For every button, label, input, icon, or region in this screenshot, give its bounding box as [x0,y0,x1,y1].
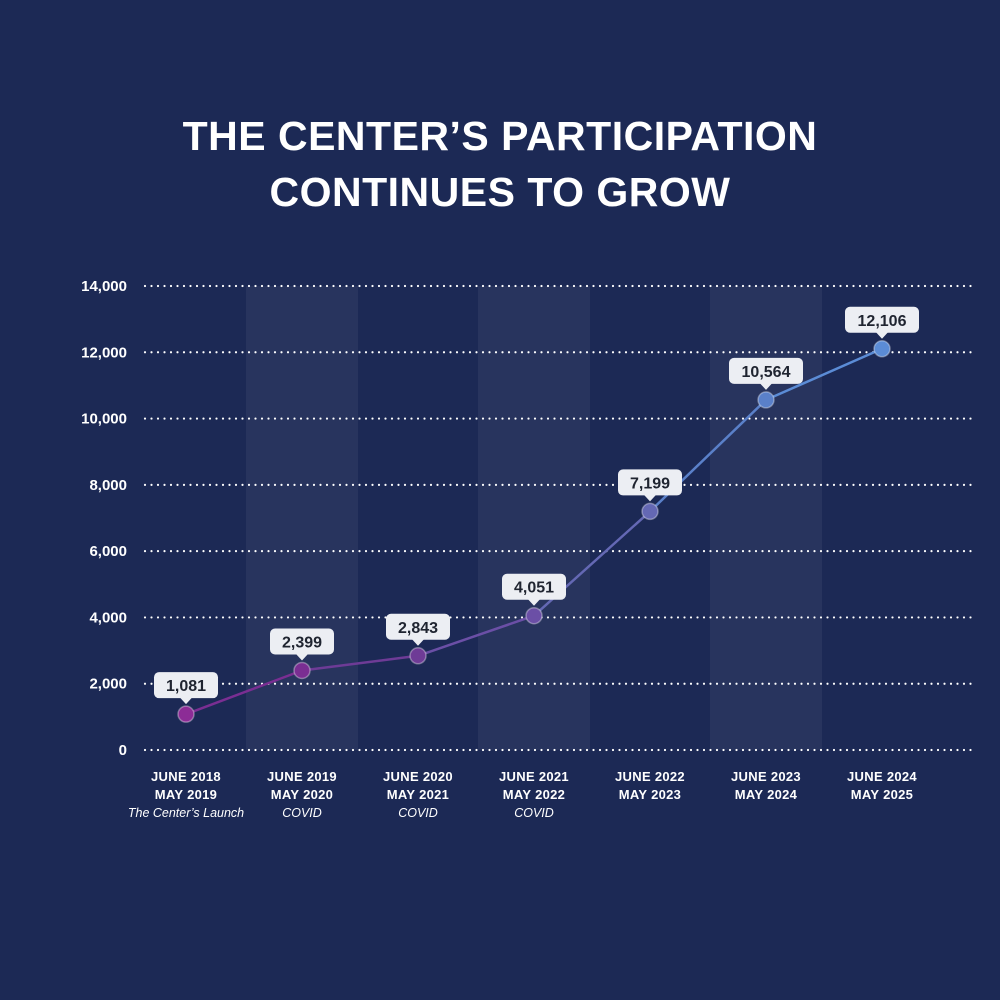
x-tick-label-start: JUNE 2021 [499,769,569,784]
data-label-box [618,469,682,496]
data-point [293,661,311,680]
shaded-column-band [710,286,822,750]
data-label-pointer [760,383,772,390]
data-label-box [154,672,218,699]
y-tick-label: 0 [119,742,127,759]
x-tick-note: COVID [398,806,438,820]
chart-title-line-1: THE CENTER’S PARTICIPATION [182,113,818,159]
x-tick-note: COVID [282,806,322,820]
x-tick-label-end: MAY 2022 [503,787,565,802]
data-point [757,391,775,409]
data-point [525,606,543,625]
data-label-pointer [180,697,192,705]
series-line-segment [416,614,536,658]
y-tick-label: 8,000 [89,477,127,494]
x-tick-note: COVID [514,806,554,820]
x-tick-label-end: MAY 2025 [851,787,913,802]
x-tick-label-start: JUNE 2022 [615,769,685,784]
data-label-pointer [876,332,888,339]
data-label-box [386,613,450,640]
x-tick-label-end: MAY 2020 [271,787,333,802]
series-line-segment [184,669,304,716]
x-tick-label-end: MAY 2021 [387,787,449,802]
x-tick-label-end: MAY 2024 [735,787,798,802]
chart-title-line-2: CONTINUES TO GROW [269,169,731,215]
data-label: 12,106 [858,313,907,330]
y-tick-label: 4,000 [89,609,127,626]
data-label-box [729,357,803,384]
y-tick-label: 6,000 [89,543,127,560]
data-label: 7,199 [630,475,670,492]
data-label: 2,843 [398,620,438,637]
data-label-pointer [644,494,656,502]
shaded-column-band [246,286,358,750]
series-line-segment [764,347,884,402]
y-tick-label: 10,000 [81,411,127,428]
data-label-pointer [412,639,424,646]
data-label-box [502,573,566,600]
x-tick-label-start: JUNE 2020 [383,769,453,784]
x-tick-label-start: JUNE 2019 [267,769,337,784]
y-tick-label: 12,000 [81,344,127,361]
y-tick-label: 2,000 [89,676,127,693]
data-label: 1,081 [166,678,206,695]
x-tick-note: The Center’s Launch [128,806,244,820]
x-tick-label-end: MAY 2019 [155,787,217,802]
x-tick-label-end: MAY 2023 [619,787,681,802]
data-label: 2,399 [282,634,322,651]
data-label: 4,051 [514,580,554,597]
data-label-box [270,628,334,655]
shaded-column-band [478,286,590,750]
data-point [641,502,659,521]
data-label-box [845,306,919,333]
x-tick-label-start: JUNE 2023 [731,769,801,784]
x-tick-label-start: JUNE 2024 [847,769,917,784]
x-tick-label-start: JUNE 2018 [151,769,221,784]
data-point [409,647,427,665]
data-label-pointer [296,653,308,661]
chart-title: THE CENTER’S PARTICIPATION CONTINUES TO … [0,108,1000,220]
data-label-pointer [528,599,540,606]
y-tick-label: 14,000 [81,278,127,295]
data-label: 10,564 [742,364,791,381]
data-point [177,705,195,723]
series-line-segment [300,654,420,672]
data-point [873,340,891,358]
